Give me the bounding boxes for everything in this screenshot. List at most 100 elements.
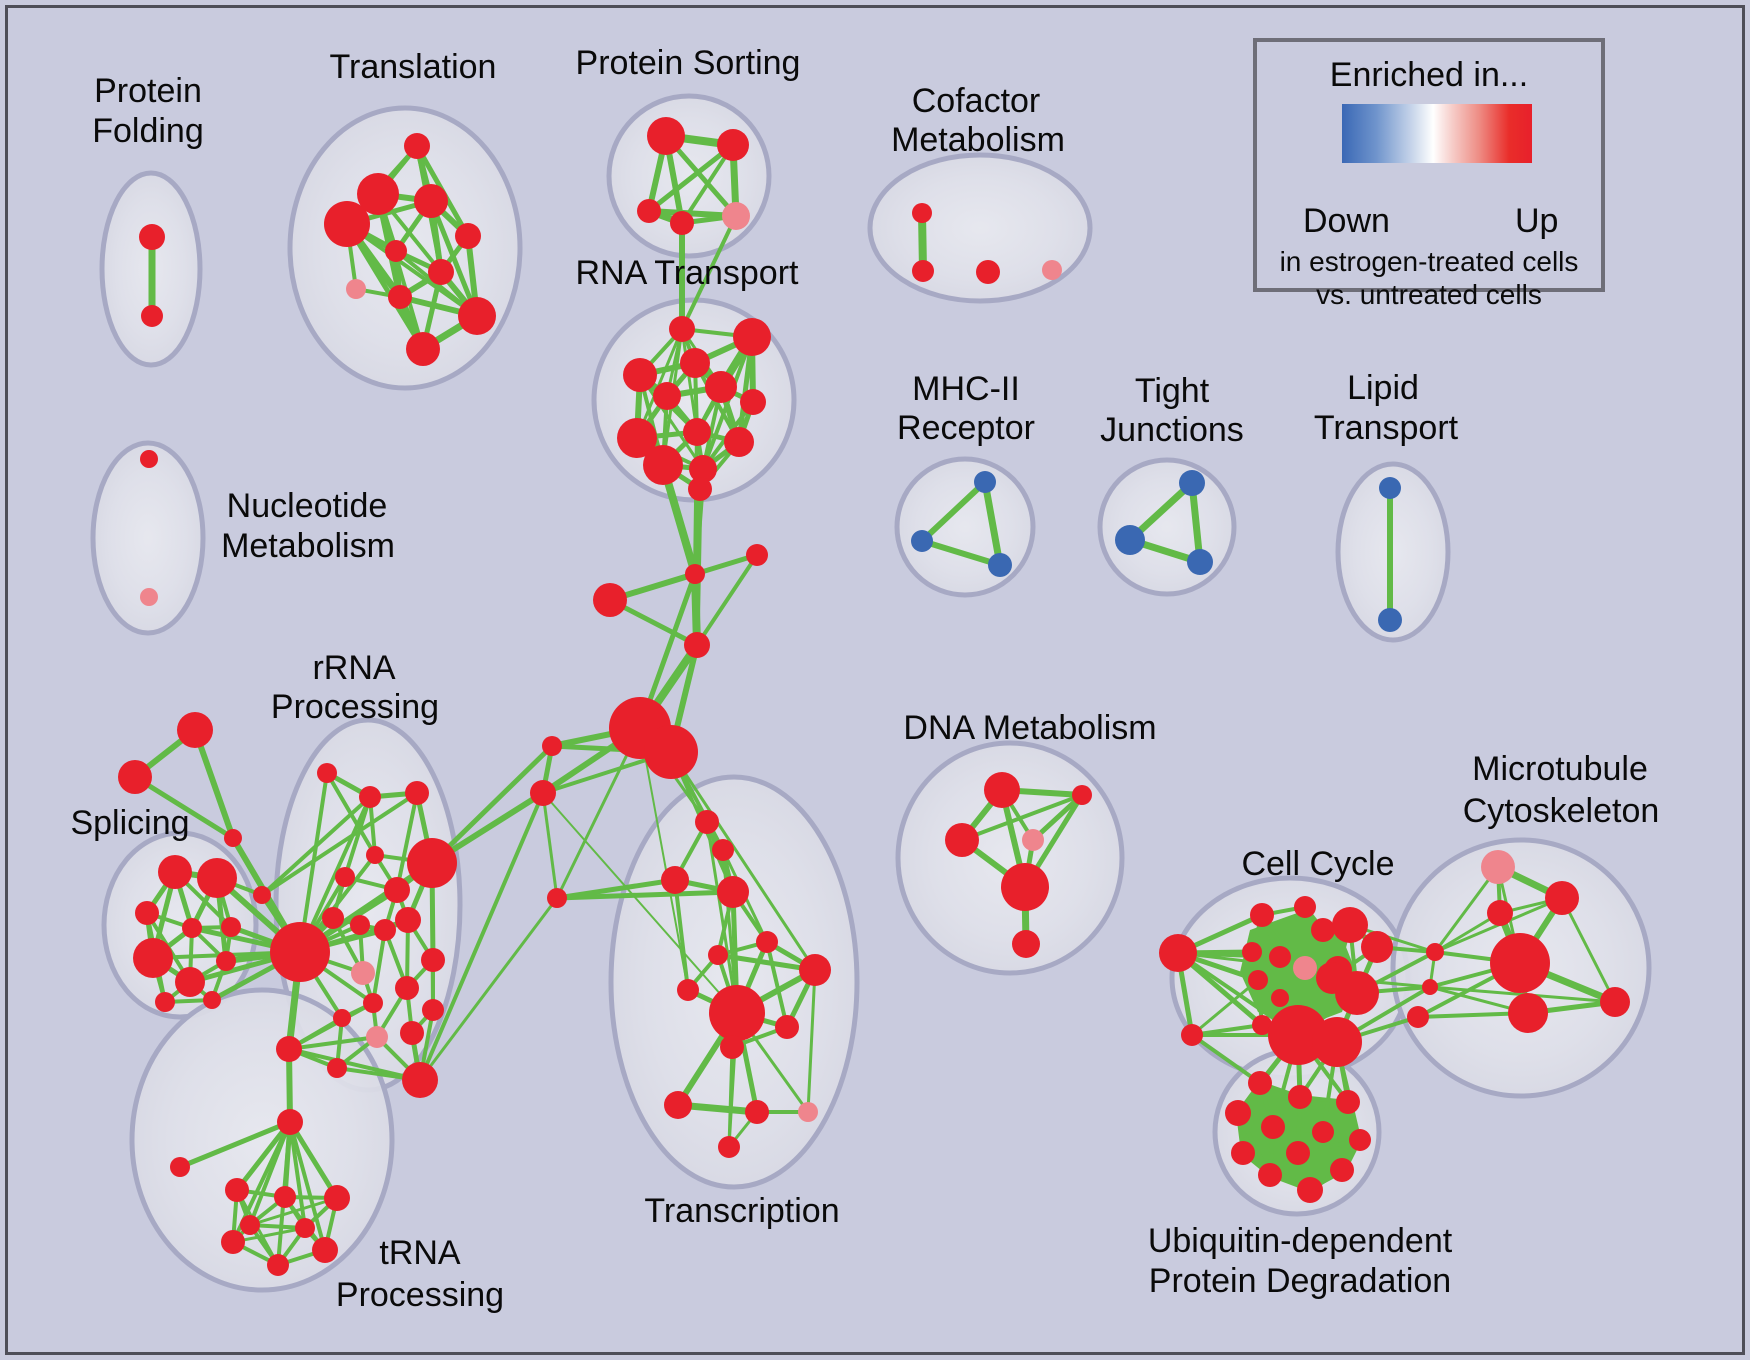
rrna-hub-node — [276, 1036, 302, 1062]
edge — [695, 553, 759, 647]
ubiquitin-node — [1286, 1141, 1310, 1165]
cluster-label: Protein — [94, 72, 202, 110]
ubiquitin-node — [1336, 1090, 1360, 1114]
transcription-node — [799, 954, 831, 986]
cluster-label: Processing — [336, 1276, 504, 1314]
trna-node — [170, 1157, 190, 1177]
cell-cycle-node — [1159, 934, 1197, 972]
rrna-node — [395, 976, 419, 1000]
edge — [288, 1120, 327, 1252]
rrna-node — [422, 999, 444, 1021]
edge — [429, 743, 555, 866]
transcription-node — [664, 1091, 692, 1119]
edge — [287, 1035, 379, 1051]
edge — [234, 1119, 293, 1193]
cluster-label: Microtubule — [1472, 750, 1648, 788]
ubiquitin-node — [1312, 1121, 1334, 1143]
cell-cycle-node — [1293, 956, 1317, 980]
microtubule-node — [1600, 987, 1630, 1017]
splicing-node — [182, 918, 202, 938]
trna-node — [221, 1230, 245, 1254]
tight-junctions-node — [1115, 525, 1145, 555]
edge — [693, 487, 702, 576]
rna-transport-node — [740, 389, 766, 415]
transcription-node — [709, 985, 765, 1041]
dna-node — [945, 823, 979, 857]
rrna-hub-node — [253, 886, 271, 904]
cluster-label: MHC-II — [912, 370, 1020, 408]
edge — [1188, 479, 1204, 566]
cluster-label: Processing — [271, 688, 439, 726]
transcription-node — [708, 945, 728, 965]
rrna-node — [317, 763, 337, 783]
rrna-node — [384, 877, 410, 903]
rna-transport-node — [724, 427, 754, 457]
cluster-label: RNA Transport — [576, 254, 800, 292]
cell-cycle-node — [1248, 970, 1268, 990]
trna-node — [267, 1254, 289, 1276]
cofactor-node — [976, 260, 1000, 284]
rna-transport-node — [683, 418, 711, 446]
edge — [554, 889, 736, 901]
rrna-node — [374, 919, 396, 941]
protein-sorting-node — [722, 202, 750, 230]
cluster-label: Metabolism — [221, 527, 395, 565]
transcription-node — [695, 810, 719, 834]
cell-cycle-node — [1250, 903, 1274, 927]
trna-node — [312, 1237, 338, 1263]
edge — [919, 479, 988, 544]
rrna-node — [402, 1062, 438, 1098]
cofactor-node — [912, 260, 934, 282]
edge — [646, 142, 736, 214]
cluster-nucleotide-metabolism — [90, 440, 206, 636]
translation-node — [455, 223, 481, 249]
ubiquitin-node — [1258, 1163, 1282, 1187]
edge — [371, 928, 387, 1005]
trna-node — [225, 1178, 249, 1202]
protein-sorting-node — [647, 117, 685, 155]
protein-sorting-node — [637, 199, 661, 223]
cell-cycle-node — [1332, 907, 1368, 943]
edge — [325, 771, 377, 857]
microtubule-node — [1545, 881, 1579, 915]
splicing-node — [155, 992, 175, 1012]
cell-cycle-node — [1294, 896, 1316, 918]
transcription-node — [712, 839, 734, 861]
rrna-node — [366, 846, 384, 864]
transcription-node — [745, 1100, 769, 1124]
edge — [260, 791, 419, 897]
rna-transport-node — [705, 371, 737, 403]
translation-node — [357, 173, 399, 215]
cc-mt-junction-node — [1426, 943, 1444, 961]
protein-sorting-node — [670, 211, 694, 235]
rna-transport-node — [669, 316, 695, 342]
cluster-label: rRNA — [312, 649, 395, 687]
microtubule-node — [1487, 900, 1513, 926]
cluster-label: Cytoskeleton — [1463, 792, 1660, 830]
rrna-node — [421, 948, 445, 972]
dna-node — [1001, 863, 1049, 911]
cluster-label: Protein Degradation — [1149, 1262, 1451, 1300]
rna-transport-node — [617, 418, 657, 458]
dna-node — [1022, 829, 1044, 851]
translation-node — [385, 240, 407, 262]
dna-node — [1072, 785, 1092, 805]
rna-transport-node — [689, 455, 717, 483]
protein-folding-node — [141, 305, 163, 327]
splicing-node — [118, 760, 152, 794]
edge — [919, 538, 1003, 568]
cell-cycle-node — [1269, 946, 1291, 968]
edge — [1190, 1033, 1262, 1085]
cluster-label: Receptor — [897, 409, 1035, 447]
microtubule-node — [1508, 993, 1548, 1033]
dna-node — [1012, 930, 1040, 958]
edge — [806, 968, 817, 1114]
edge — [680, 214, 738, 331]
connector-node — [593, 583, 627, 617]
edge — [542, 792, 738, 1014]
translation-node — [346, 279, 366, 299]
edge — [376, 192, 425, 351]
rrna-node — [366, 1026, 388, 1048]
